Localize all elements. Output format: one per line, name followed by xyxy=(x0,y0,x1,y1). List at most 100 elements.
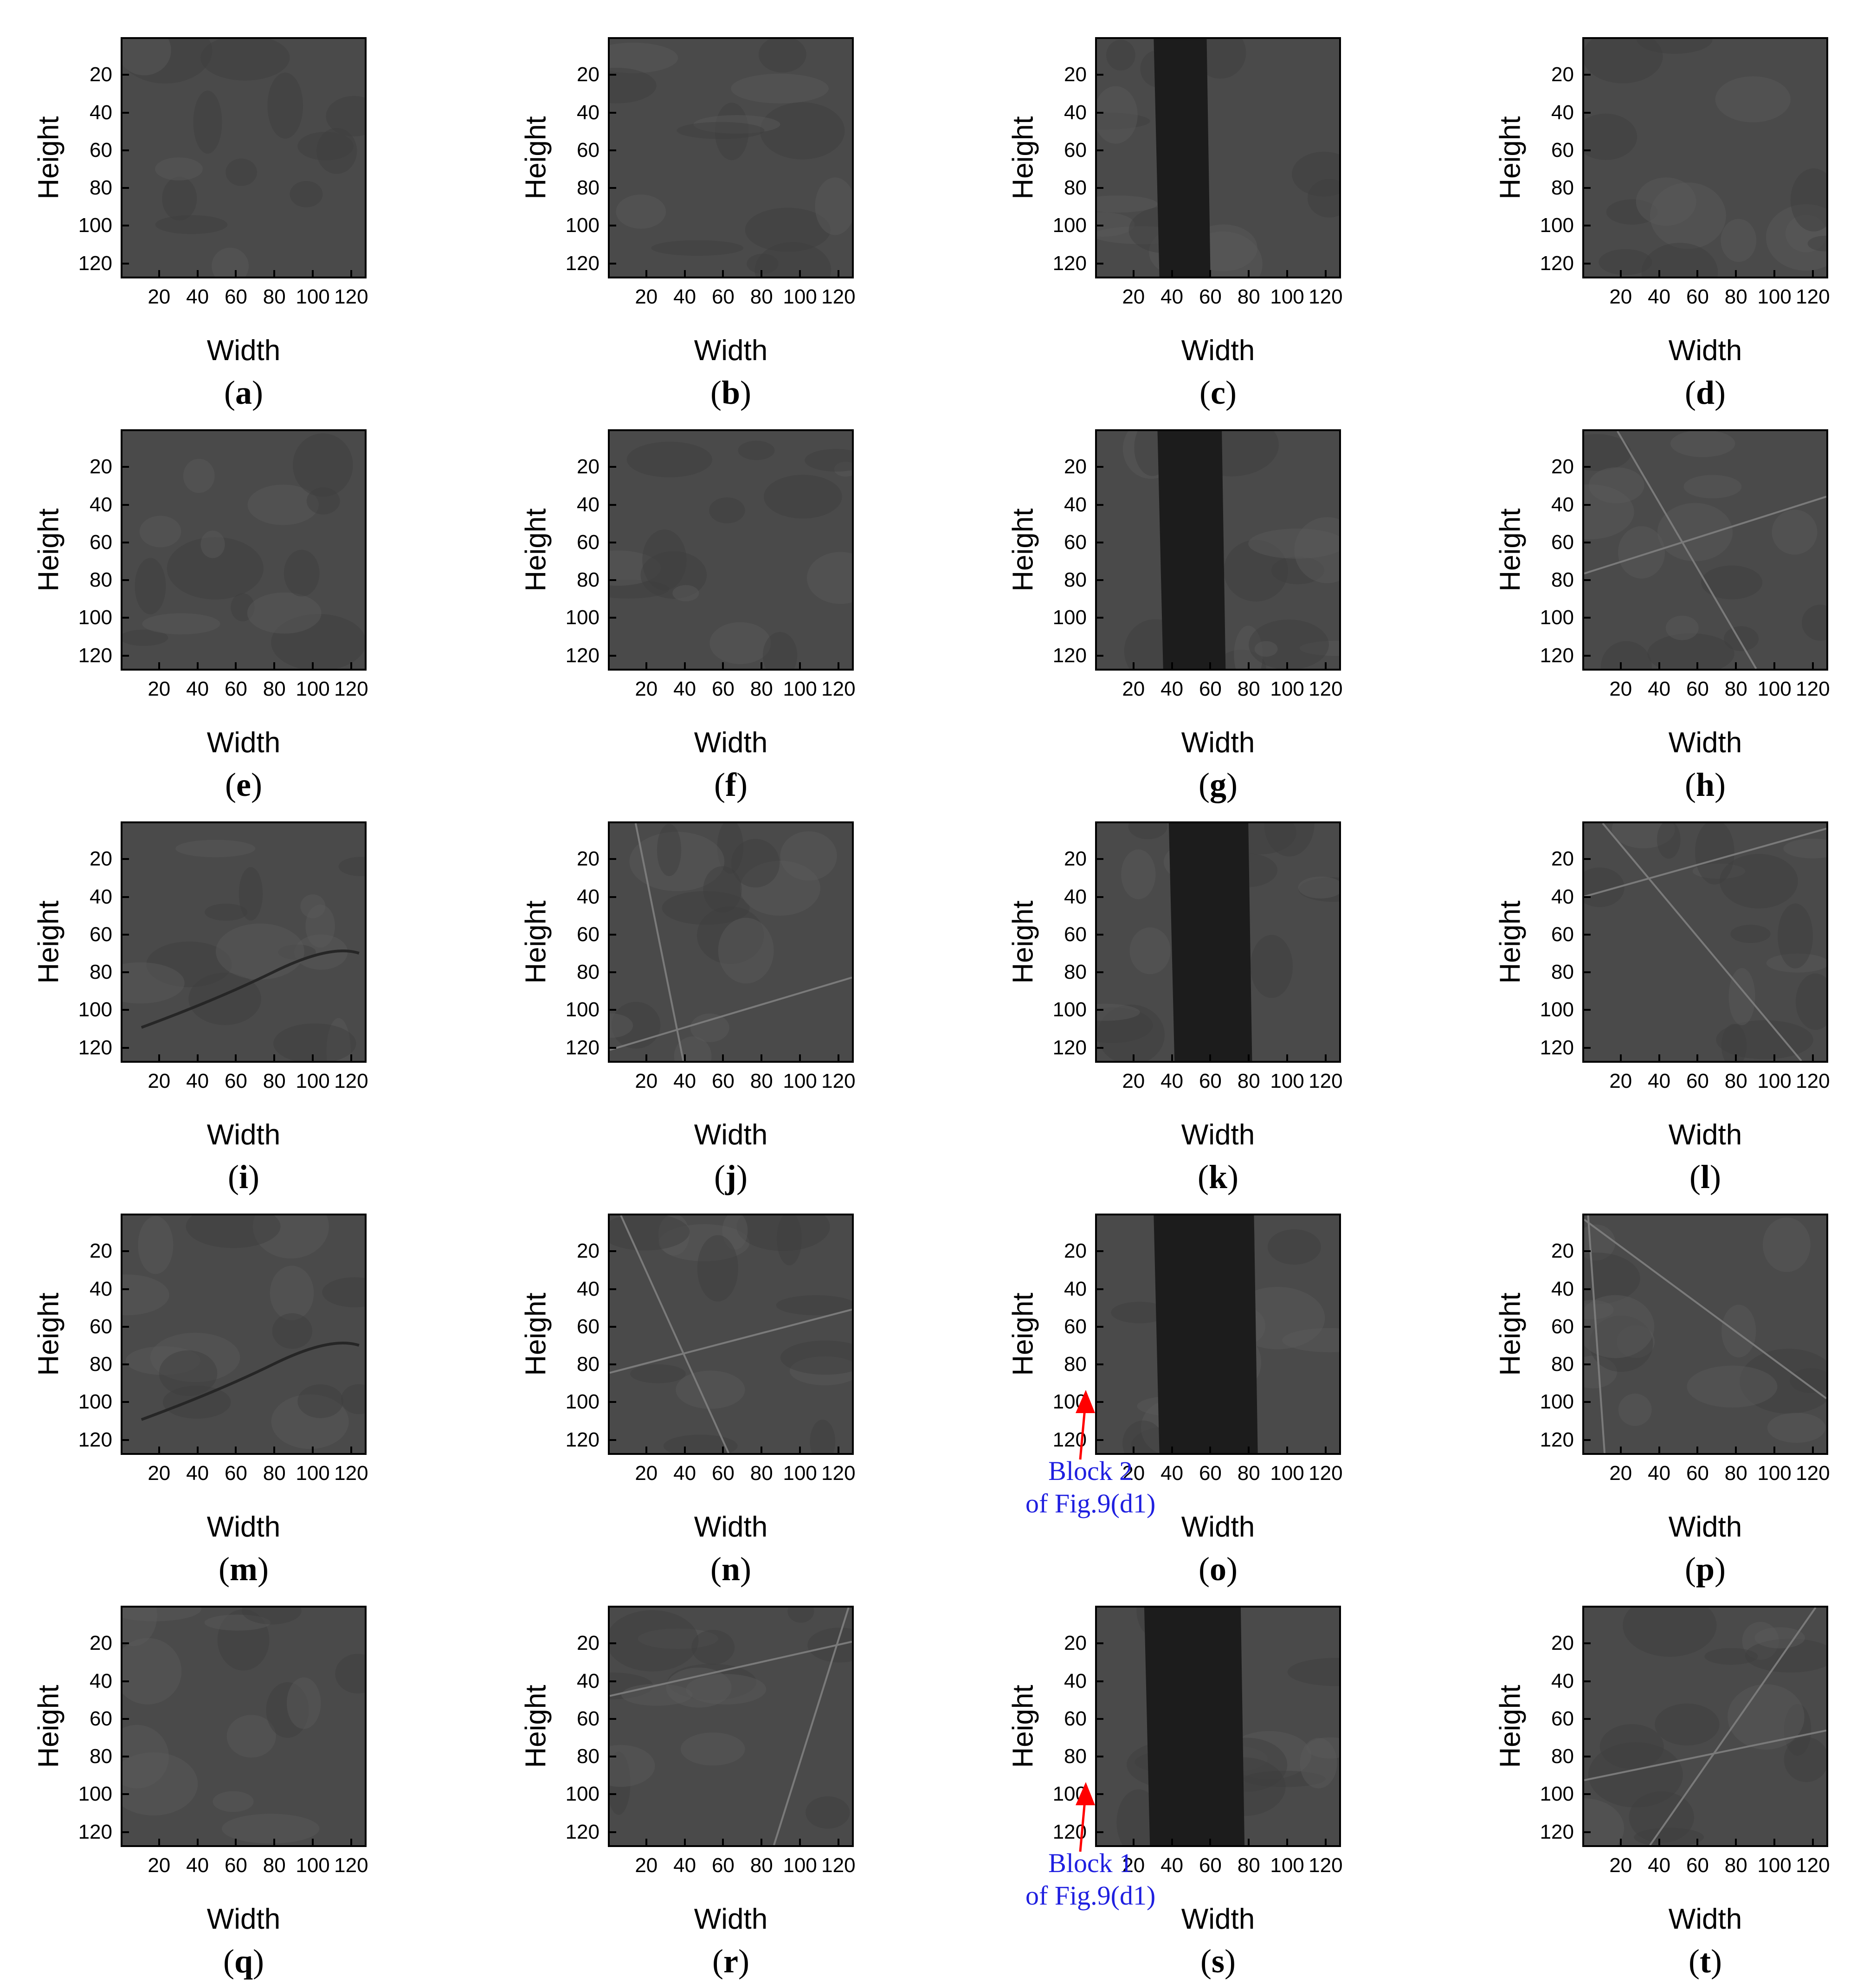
y-tick-mark xyxy=(1097,1363,1103,1365)
y-tick-mark xyxy=(1097,1756,1103,1757)
y-tick-mark xyxy=(1097,1642,1103,1645)
y-tick-mark xyxy=(610,1439,616,1441)
x-tick-mark xyxy=(1812,1447,1814,1453)
texture-blob xyxy=(139,516,181,548)
panel-letter: a xyxy=(235,374,252,411)
y-tick-label: 20 xyxy=(1064,1240,1087,1263)
texture-blob xyxy=(1097,1004,1165,1061)
texture-blob xyxy=(1636,177,1696,226)
y-tick-mark xyxy=(1584,971,1591,973)
y-tick-label: 40 xyxy=(1551,101,1574,124)
x-tick-label: 40 xyxy=(186,285,209,308)
x-tick-label: 20 xyxy=(635,1462,658,1485)
y-tick-label: 80 xyxy=(1064,568,1087,591)
dark-weld-band xyxy=(1144,1608,1245,1845)
texture-blob xyxy=(155,157,203,181)
x-tick-label: 60 xyxy=(1199,1462,1222,1485)
y-tick-mark xyxy=(610,466,616,468)
scratch-line xyxy=(1617,431,1757,669)
texture-blob xyxy=(1687,1365,1778,1408)
y-tick-mark xyxy=(122,1009,129,1011)
x-tick-mark xyxy=(683,1839,686,1845)
texture-blob xyxy=(1292,151,1339,197)
y-tick-mark xyxy=(1584,74,1591,76)
x-tick-mark xyxy=(1619,1054,1622,1061)
x-tick-label: 20 xyxy=(635,1070,658,1092)
x-tick-label: 40 xyxy=(1160,678,1184,700)
x-tick-mark xyxy=(1658,270,1660,277)
texture-blob xyxy=(213,1791,254,1812)
texture-blob xyxy=(1721,219,1757,262)
x-tick-mark xyxy=(273,1447,276,1453)
x-tick-label: 120 xyxy=(821,285,856,308)
x-tick-label: 120 xyxy=(1309,1854,1343,1877)
texture-blob xyxy=(1298,877,1339,902)
y-tick-label: 120 xyxy=(1052,1036,1087,1059)
y-tick-label: 80 xyxy=(577,961,600,983)
image-texture xyxy=(610,1608,852,1845)
x-tick-mark xyxy=(1171,1839,1173,1845)
texture-blob xyxy=(290,181,323,207)
y-tick-mark xyxy=(1584,1642,1591,1645)
y-tick-mark xyxy=(1097,225,1103,227)
texture-blob xyxy=(834,462,852,477)
x-tick-label: 40 xyxy=(673,285,696,308)
y-tick-label: 20 xyxy=(577,63,600,86)
texture-blob xyxy=(1657,823,1681,859)
x-tick-label: 40 xyxy=(673,678,696,700)
x-tick-label: 100 xyxy=(1270,1462,1304,1485)
y-tick-mark xyxy=(1097,579,1103,581)
y-tick-label: 120 xyxy=(565,644,600,667)
y-axis-label: Height xyxy=(1494,116,1527,200)
y-tick-mark xyxy=(1584,262,1591,265)
x-tick-label: 40 xyxy=(1648,1462,1671,1485)
y-tick-mark xyxy=(1584,1718,1591,1720)
y-tick-mark xyxy=(610,1831,616,1833)
x-tick-mark xyxy=(837,662,839,669)
y-axis-label: Height xyxy=(1494,1292,1527,1376)
scratch-line xyxy=(1649,1608,1817,1845)
y-tick-label: 40 xyxy=(90,885,112,908)
texture-blob xyxy=(1600,641,1652,669)
texture-blob xyxy=(122,629,168,646)
y-axis-label: Height xyxy=(32,508,65,592)
texture-blob xyxy=(183,459,215,493)
texture-blob xyxy=(657,824,682,876)
y-axis-label: Height xyxy=(1494,900,1527,984)
grayscale-image xyxy=(1095,1606,1341,1847)
texture-blob xyxy=(326,96,365,136)
x-tick-label: 20 xyxy=(148,1462,171,1485)
texture-blob xyxy=(1588,1742,1683,1808)
y-tick-label: 40 xyxy=(1064,1277,1087,1300)
texture-blob xyxy=(1254,641,1278,657)
x-tick-label: 20 xyxy=(148,678,171,700)
y-tick-label: 60 xyxy=(577,1315,600,1338)
x-axis-label: Width xyxy=(1668,1119,1742,1151)
texture-blob xyxy=(642,530,687,591)
x-tick-mark xyxy=(837,1839,839,1845)
texture-blob xyxy=(1767,1413,1826,1443)
y-tick-mark xyxy=(1584,504,1591,506)
x-tick-label: 120 xyxy=(334,1070,368,1092)
y-tick-label: 120 xyxy=(78,1820,112,1843)
grayscale-image xyxy=(608,1606,854,1847)
texture-blob xyxy=(640,551,707,599)
x-tick-mark xyxy=(158,270,160,277)
x-tick-mark xyxy=(1735,1839,1737,1845)
x-tick-label: 40 xyxy=(186,1462,209,1485)
y-tick-mark xyxy=(610,149,616,151)
annotation-line-2: of Fig.9(d1) xyxy=(1025,1488,1156,1518)
image-background xyxy=(122,431,365,669)
x-tick-label: 80 xyxy=(263,1462,286,1485)
y-tick-mark xyxy=(610,225,616,227)
texture-blob xyxy=(662,891,750,925)
y-tick-mark xyxy=(1097,1325,1103,1328)
x-tick-mark xyxy=(1209,1054,1212,1061)
image-background xyxy=(122,1608,365,1845)
x-tick-mark xyxy=(1735,662,1737,669)
texture-blob xyxy=(1692,863,1746,879)
x-tick-label: 60 xyxy=(711,1854,735,1877)
y-tick-mark xyxy=(1584,1756,1591,1757)
y-tick-mark xyxy=(610,1288,616,1290)
texture-blob xyxy=(1716,1020,1813,1059)
